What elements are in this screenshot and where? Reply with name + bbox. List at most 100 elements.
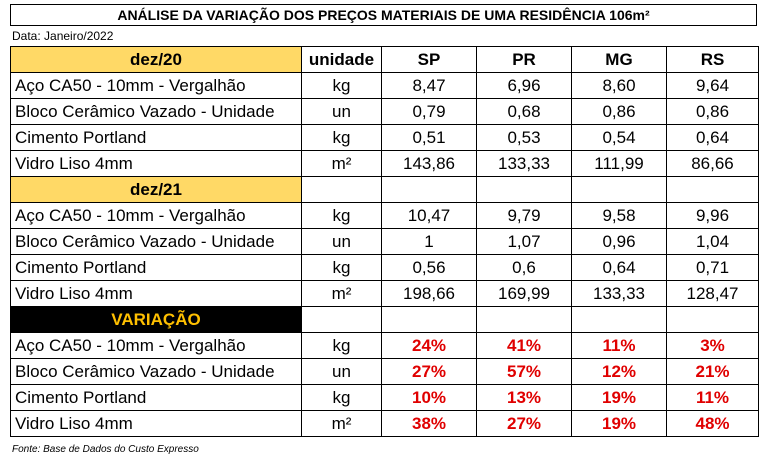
value-sp: 198,66 bbox=[381, 280, 477, 307]
value-sp: 0,79 bbox=[381, 98, 477, 125]
variation-mg: 19% bbox=[571, 410, 667, 437]
value-pr: 0,53 bbox=[476, 124, 572, 151]
item-unit: un bbox=[301, 358, 382, 385]
header-row: dez/20 unidade SP PR MG RS bbox=[10, 46, 759, 73]
item-name: Vidro Liso 4mm bbox=[10, 410, 302, 437]
variation-rs: 11% bbox=[666, 384, 759, 411]
table-row: Aço CA50 - 10mm - Vergalhão kg 10,47 9,7… bbox=[10, 202, 759, 229]
item-unit: m² bbox=[301, 280, 382, 307]
item-unit: kg bbox=[301, 202, 382, 229]
section-row: VARIAÇÃO bbox=[10, 306, 759, 333]
table-row: Cimento Portland kg 10% 13% 19% 11% bbox=[10, 384, 759, 411]
value-pr: 0,6 bbox=[476, 254, 572, 281]
empty-cell bbox=[476, 176, 572, 203]
item-name: Vidro Liso 4mm bbox=[10, 150, 302, 177]
value-pr: 0,68 bbox=[476, 98, 572, 125]
item-unit: kg bbox=[301, 254, 382, 281]
value-sp: 0,51 bbox=[381, 124, 477, 151]
value-rs: 0,86 bbox=[666, 98, 759, 125]
empty-cell bbox=[476, 306, 572, 333]
variation-pr: 41% bbox=[476, 332, 572, 359]
state-header-rs: RS bbox=[666, 46, 759, 73]
variation-sp: 24% bbox=[381, 332, 477, 359]
table-row: Bloco Cerâmico Vazado - Unidade un 27% 5… bbox=[10, 358, 759, 385]
value-rs: 0,64 bbox=[666, 124, 759, 151]
value-sp: 1 bbox=[381, 228, 477, 255]
value-mg: 0,64 bbox=[571, 254, 667, 281]
variation-rs: 21% bbox=[666, 358, 759, 385]
value-pr: 133,33 bbox=[476, 150, 572, 177]
value-mg: 9,58 bbox=[571, 202, 667, 229]
value-pr: 169,99 bbox=[476, 280, 572, 307]
item-unit: un bbox=[301, 228, 382, 255]
variation-sp: 38% bbox=[381, 410, 477, 437]
empty-cell bbox=[666, 176, 759, 203]
variation-pr: 57% bbox=[476, 358, 572, 385]
value-rs: 128,47 bbox=[666, 280, 759, 307]
value-sp: 8,47 bbox=[381, 72, 477, 99]
section-label-dez21: dez/21 bbox=[10, 176, 302, 203]
item-name: Cimento Portland bbox=[10, 254, 302, 281]
item-unit: kg bbox=[301, 332, 382, 359]
section-row: dez/21 bbox=[10, 176, 759, 203]
item-name: Vidro Liso 4mm bbox=[10, 280, 302, 307]
table-row: Vidro Liso 4mm m² 38% 27% 19% 48% bbox=[10, 410, 759, 437]
table-row: Aço CA50 - 10mm - Vergalhão kg 8,47 6,96… bbox=[10, 72, 759, 99]
empty-cell bbox=[301, 306, 382, 333]
item-unit: kg bbox=[301, 72, 382, 99]
item-name: Bloco Cerâmico Vazado - Unidade bbox=[10, 358, 302, 385]
item-name: Aço CA50 - 10mm - Vergalhão bbox=[10, 72, 302, 99]
item-name: Aço CA50 - 10mm - Vergalhão bbox=[10, 202, 302, 229]
value-pr: 6,96 bbox=[476, 72, 572, 99]
table-title: ANÁLISE DA VARIAÇÃO DOS PREÇOS MATERIAIS… bbox=[10, 4, 757, 26]
empty-cell bbox=[571, 306, 667, 333]
state-header-sp: SP bbox=[381, 46, 477, 73]
item-name: Aço CA50 - 10mm - Vergalhão bbox=[10, 332, 302, 359]
state-header-pr: PR bbox=[476, 46, 572, 73]
value-mg: 133,33 bbox=[571, 280, 667, 307]
empty-cell bbox=[666, 306, 759, 333]
item-unit: un bbox=[301, 98, 382, 125]
item-name: Bloco Cerâmico Vazado - Unidade bbox=[10, 98, 302, 125]
item-name: Cimento Portland bbox=[10, 384, 302, 411]
item-name: Cimento Portland bbox=[10, 124, 302, 151]
item-unit: m² bbox=[301, 150, 382, 177]
value-sp: 0,56 bbox=[381, 254, 477, 281]
value-mg: 0,86 bbox=[571, 98, 667, 125]
table-row: Cimento Portland kg 0,51 0,53 0,54 0,64 bbox=[10, 124, 759, 151]
value-rs: 86,66 bbox=[666, 150, 759, 177]
variation-mg: 11% bbox=[571, 332, 667, 359]
value-mg: 0,96 bbox=[571, 228, 667, 255]
state-header-mg: MG bbox=[571, 46, 667, 73]
table-row: Vidro Liso 4mm m² 198,66 169,99 133,33 1… bbox=[10, 280, 759, 307]
variation-pr: 13% bbox=[476, 384, 572, 411]
value-mg: 111,99 bbox=[571, 150, 667, 177]
source-note: Fonte: Base de Dados do Custo Expresso bbox=[12, 444, 199, 455]
empty-cell bbox=[381, 306, 477, 333]
value-pr: 9,79 bbox=[476, 202, 572, 229]
variation-mg: 19% bbox=[571, 384, 667, 411]
value-mg: 8,60 bbox=[571, 72, 667, 99]
variation-sp: 10% bbox=[381, 384, 477, 411]
table-row: Vidro Liso 4mm m² 143,86 133,33 111,99 8… bbox=[10, 150, 759, 177]
variation-sp: 27% bbox=[381, 358, 477, 385]
value-sp: 143,86 bbox=[381, 150, 477, 177]
variation-rs: 48% bbox=[666, 410, 759, 437]
variation-pr: 27% bbox=[476, 410, 572, 437]
table-row: Cimento Portland kg 0,56 0,6 0,64 0,71 bbox=[10, 254, 759, 281]
table-row: Aço CA50 - 10mm - Vergalhão kg 24% 41% 1… bbox=[10, 332, 759, 359]
empty-cell bbox=[571, 176, 667, 203]
item-unit: m² bbox=[301, 410, 382, 437]
unit-header: unidade bbox=[301, 46, 382, 73]
value-rs: 1,04 bbox=[666, 228, 759, 255]
period-header: dez/20 bbox=[10, 46, 302, 73]
empty-cell bbox=[381, 176, 477, 203]
value-rs: 9,64 bbox=[666, 72, 759, 99]
variation-rs: 3% bbox=[666, 332, 759, 359]
price-table: dez/20 unidade SP PR MG RS Aço CA50 - 10… bbox=[10, 46, 759, 437]
value-sp: 10,47 bbox=[381, 202, 477, 229]
table-row: Bloco Cerâmico Vazado - Unidade un 0,79 … bbox=[10, 98, 759, 125]
item-unit: kg bbox=[301, 124, 382, 151]
variation-mg: 12% bbox=[571, 358, 667, 385]
value-rs: 0,71 bbox=[666, 254, 759, 281]
